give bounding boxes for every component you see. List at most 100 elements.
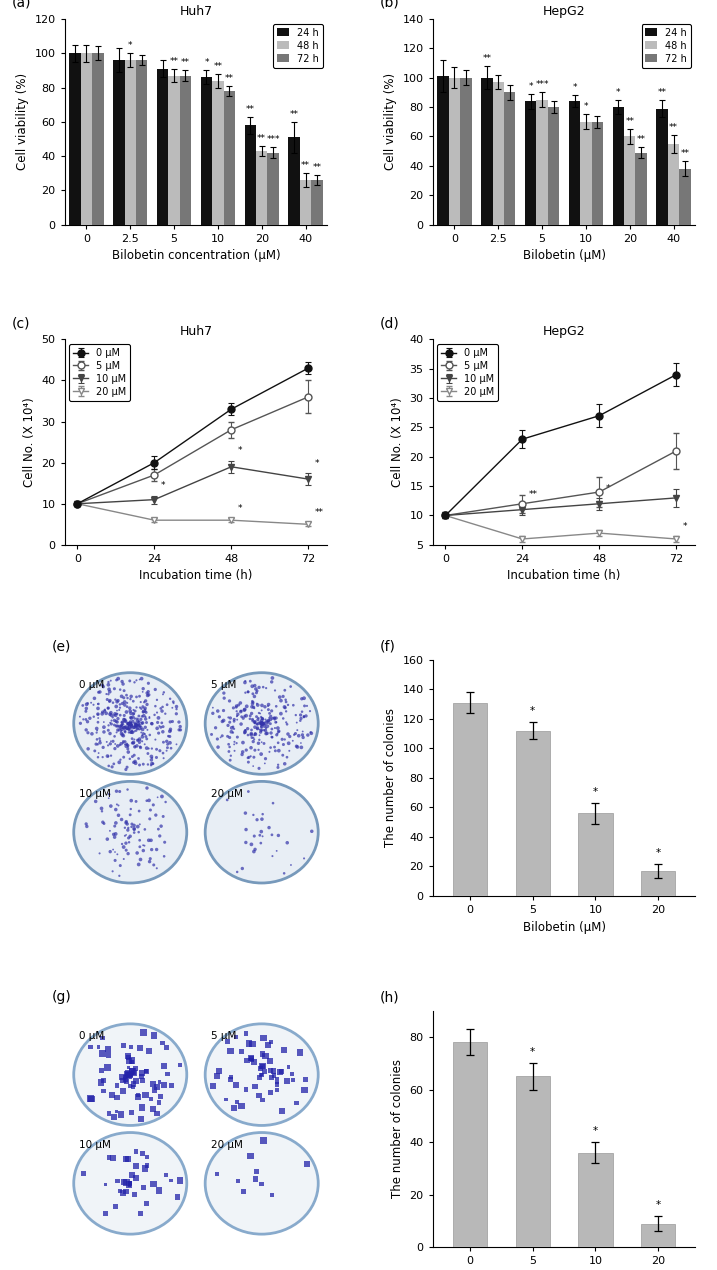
Point (280, 697, 291, 718)
Point (212, 1066, 223, 1086)
Point (134, 697, 146, 718)
Point (138, 841, 149, 861)
Point (248, 1052, 260, 1072)
Point (113, 691, 124, 711)
Point (135, 1204, 146, 1224)
Point (271, 1080, 282, 1100)
Point (136, 1109, 147, 1129)
Point (134, 831, 146, 851)
Point (91, 719, 103, 739)
Point (277, 729, 288, 749)
Bar (168, 75, 180, 225)
Point (157, 743, 168, 763)
Point (171, 698, 182, 719)
Point (92, 712, 104, 733)
Point (77, 709, 89, 729)
Point (160, 704, 171, 724)
Point (162, 1064, 174, 1085)
Point (247, 676, 258, 696)
Point (171, 704, 182, 724)
Point (158, 1074, 170, 1095)
Point (104, 691, 115, 711)
Point (126, 1165, 138, 1185)
Point (163, 726, 174, 747)
Point (123, 1057, 134, 1077)
Point (84, 829, 95, 850)
Point (233, 695, 244, 715)
Point (254, 826, 265, 846)
Text: **: ** (528, 490, 538, 499)
Point (114, 695, 125, 715)
Point (287, 730, 298, 751)
Point (125, 712, 136, 733)
Point (141, 695, 153, 715)
Bar (504, 93, 516, 225)
Point (246, 1048, 257, 1068)
Point (272, 724, 283, 744)
Point (245, 738, 257, 758)
Point (256, 732, 267, 752)
Point (123, 714, 135, 734)
Point (121, 814, 133, 834)
Point (248, 747, 260, 767)
Point (114, 719, 125, 739)
Point (298, 706, 310, 726)
Point (136, 723, 147, 743)
Point (239, 700, 250, 720)
Point (142, 754, 153, 775)
Point (247, 693, 258, 714)
Point (110, 1196, 121, 1217)
Point (123, 1066, 134, 1086)
Point (272, 826, 284, 846)
Point (143, 682, 154, 702)
Point (103, 756, 115, 776)
Point (273, 721, 285, 742)
Point (258, 720, 270, 740)
Point (110, 824, 121, 845)
Point (247, 756, 259, 776)
Point (125, 715, 137, 735)
Point (128, 700, 139, 720)
Point (140, 709, 151, 729)
Point (132, 719, 143, 739)
Point (249, 676, 260, 696)
Point (105, 734, 116, 754)
Point (120, 812, 132, 832)
Point (141, 712, 152, 733)
Point (212, 737, 224, 757)
Point (146, 738, 158, 758)
Point (126, 721, 138, 742)
Point (116, 724, 128, 744)
Point (235, 701, 247, 721)
Point (171, 696, 182, 716)
Point (269, 707, 280, 728)
Point (265, 714, 276, 734)
Text: ***: *** (536, 80, 549, 89)
Point (125, 707, 137, 728)
Point (100, 704, 112, 724)
Point (141, 790, 153, 810)
Point (127, 1077, 138, 1097)
Point (250, 718, 261, 738)
Circle shape (74, 673, 186, 775)
Point (271, 1072, 282, 1092)
Point (121, 696, 133, 716)
Point (260, 748, 271, 768)
Point (124, 698, 136, 719)
Point (271, 712, 282, 733)
Bar (449, 77, 460, 225)
Point (239, 671, 251, 691)
Point (121, 719, 133, 739)
Point (213, 1060, 224, 1081)
Point (114, 1181, 125, 1201)
Point (147, 1074, 158, 1095)
Point (224, 712, 235, 733)
Point (226, 718, 237, 738)
Point (260, 718, 272, 738)
Point (146, 839, 158, 860)
Point (136, 698, 147, 719)
Point (284, 726, 295, 747)
Point (228, 719, 239, 739)
Point (104, 724, 115, 744)
Legend: 0 μM, 5 μM, 10 μM, 20 μM: 0 μM, 5 μM, 10 μM, 20 μM (70, 344, 130, 401)
